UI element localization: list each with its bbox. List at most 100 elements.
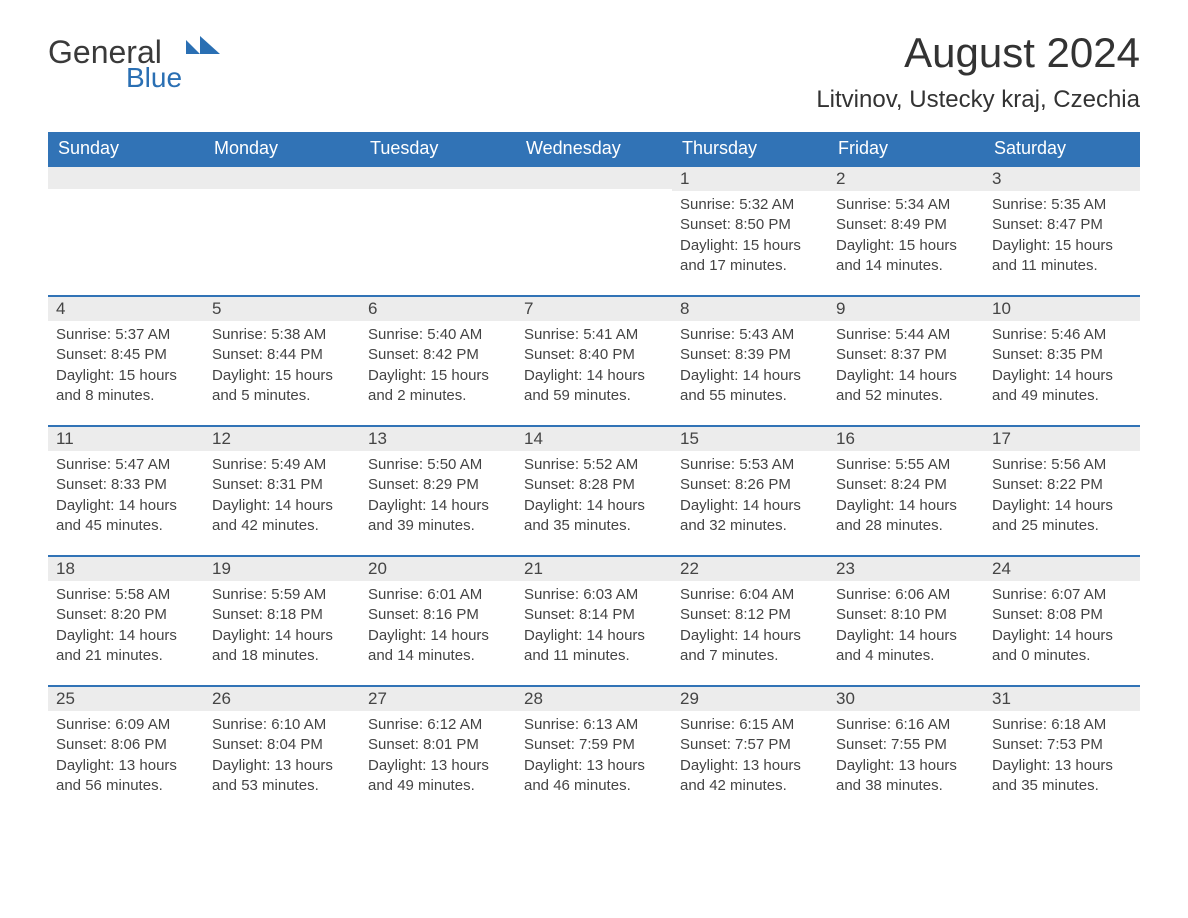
- sunset-text: Sunset: 8:49 PM: [836, 215, 976, 235]
- sunrise-text: Sunrise: 5:59 AM: [212, 585, 352, 605]
- day-number: 1: [672, 167, 828, 191]
- day-cell: 19Sunrise: 5:59 AMSunset: 8:18 PMDayligh…: [204, 557, 360, 685]
- daylight-text: Daylight: 14 hours and 45 minutes.: [56, 496, 196, 537]
- sunrise-text: Sunrise: 6:10 AM: [212, 715, 352, 735]
- day-cell: 23Sunrise: 6:06 AMSunset: 8:10 PMDayligh…: [828, 557, 984, 685]
- sunset-text: Sunset: 8:12 PM: [680, 605, 820, 625]
- sunrise-text: Sunrise: 6:12 AM: [368, 715, 508, 735]
- day-cell: 16Sunrise: 5:55 AMSunset: 8:24 PMDayligh…: [828, 427, 984, 555]
- sunrise-text: Sunrise: 6:03 AM: [524, 585, 664, 605]
- day-number: 10: [984, 297, 1140, 321]
- sunset-text: Sunset: 8:47 PM: [992, 215, 1132, 235]
- day-cell: [48, 167, 204, 295]
- day-content: Sunrise: 5:52 AMSunset: 8:28 PMDaylight:…: [516, 451, 672, 540]
- sunrise-text: Sunrise: 5:44 AM: [836, 325, 976, 345]
- weekday-header-row: SundayMondayTuesdayWednesdayThursdayFrid…: [48, 132, 1140, 165]
- sunset-text: Sunset: 8:29 PM: [368, 475, 508, 495]
- week-row: 11Sunrise: 5:47 AMSunset: 8:33 PMDayligh…: [48, 425, 1140, 555]
- day-cell: 14Sunrise: 5:52 AMSunset: 8:28 PMDayligh…: [516, 427, 672, 555]
- sunset-text: Sunset: 7:59 PM: [524, 735, 664, 755]
- day-cell: 28Sunrise: 6:13 AMSunset: 7:59 PMDayligh…: [516, 687, 672, 815]
- day-content: Sunrise: 5:50 AMSunset: 8:29 PMDaylight:…: [360, 451, 516, 540]
- daylight-text: Daylight: 14 hours and 59 minutes.: [524, 366, 664, 407]
- daylight-text: Daylight: 14 hours and 55 minutes.: [680, 366, 820, 407]
- day-content: Sunrise: 5:47 AMSunset: 8:33 PMDaylight:…: [48, 451, 204, 540]
- day-content: Sunrise: 6:03 AMSunset: 8:14 PMDaylight:…: [516, 581, 672, 670]
- sunrise-text: Sunrise: 6:18 AM: [992, 715, 1132, 735]
- day-number: 17: [984, 427, 1140, 451]
- day-content: Sunrise: 6:13 AMSunset: 7:59 PMDaylight:…: [516, 711, 672, 800]
- daylight-text: Daylight: 14 hours and 25 minutes.: [992, 496, 1132, 537]
- daylight-text: Daylight: 14 hours and 42 minutes.: [212, 496, 352, 537]
- day-cell: 27Sunrise: 6:12 AMSunset: 8:01 PMDayligh…: [360, 687, 516, 815]
- day-content: Sunrise: 5:49 AMSunset: 8:31 PMDaylight:…: [204, 451, 360, 540]
- sunset-text: Sunset: 8:35 PM: [992, 345, 1132, 365]
- day-content: Sunrise: 6:12 AMSunset: 8:01 PMDaylight:…: [360, 711, 516, 800]
- sunrise-text: Sunrise: 6:01 AM: [368, 585, 508, 605]
- day-number: [360, 167, 516, 189]
- day-content: [516, 189, 672, 279]
- weekday-header: Wednesday: [516, 132, 672, 165]
- sunrise-text: Sunrise: 6:06 AM: [836, 585, 976, 605]
- day-cell: 15Sunrise: 5:53 AMSunset: 8:26 PMDayligh…: [672, 427, 828, 555]
- day-number: 14: [516, 427, 672, 451]
- day-content: Sunrise: 5:53 AMSunset: 8:26 PMDaylight:…: [672, 451, 828, 540]
- sunset-text: Sunset: 8:50 PM: [680, 215, 820, 235]
- sunrise-text: Sunrise: 5:46 AM: [992, 325, 1132, 345]
- daylight-text: Daylight: 14 hours and 35 minutes.: [524, 496, 664, 537]
- sunrise-text: Sunrise: 5:52 AM: [524, 455, 664, 475]
- daylight-text: Daylight: 14 hours and 7 minutes.: [680, 626, 820, 667]
- day-content: Sunrise: 5:55 AMSunset: 8:24 PMDaylight:…: [828, 451, 984, 540]
- weekday-header: Friday: [828, 132, 984, 165]
- sunrise-text: Sunrise: 5:55 AM: [836, 455, 976, 475]
- daylight-text: Daylight: 15 hours and 8 minutes.: [56, 366, 196, 407]
- week-row: 25Sunrise: 6:09 AMSunset: 8:06 PMDayligh…: [48, 685, 1140, 815]
- day-content: Sunrise: 5:43 AMSunset: 8:39 PMDaylight:…: [672, 321, 828, 410]
- logo-flag-icon: [186, 36, 220, 65]
- daylight-text: Daylight: 13 hours and 35 minutes.: [992, 756, 1132, 797]
- day-cell: [204, 167, 360, 295]
- day-number: 29: [672, 687, 828, 711]
- sunset-text: Sunset: 8:20 PM: [56, 605, 196, 625]
- day-cell: 7Sunrise: 5:41 AMSunset: 8:40 PMDaylight…: [516, 297, 672, 425]
- sunset-text: Sunset: 8:14 PM: [524, 605, 664, 625]
- day-number: 31: [984, 687, 1140, 711]
- daylight-text: Daylight: 13 hours and 56 minutes.: [56, 756, 196, 797]
- sunrise-text: Sunrise: 5:32 AM: [680, 195, 820, 215]
- daylight-text: Daylight: 13 hours and 53 minutes.: [212, 756, 352, 797]
- logo-word-2: Blue: [126, 64, 182, 92]
- sunrise-text: Sunrise: 5:53 AM: [680, 455, 820, 475]
- sunset-text: Sunset: 8:01 PM: [368, 735, 508, 755]
- sunset-text: Sunset: 8:22 PM: [992, 475, 1132, 495]
- daylight-text: Daylight: 14 hours and 18 minutes.: [212, 626, 352, 667]
- daylight-text: Daylight: 14 hours and 21 minutes.: [56, 626, 196, 667]
- daylight-text: Daylight: 15 hours and 5 minutes.: [212, 366, 352, 407]
- day-content: Sunrise: 5:58 AMSunset: 8:20 PMDaylight:…: [48, 581, 204, 670]
- daylight-text: Daylight: 13 hours and 42 minutes.: [680, 756, 820, 797]
- day-content: [204, 189, 360, 279]
- day-cell: 5Sunrise: 5:38 AMSunset: 8:44 PMDaylight…: [204, 297, 360, 425]
- day-number: 4: [48, 297, 204, 321]
- day-number: 23: [828, 557, 984, 581]
- day-number: 25: [48, 687, 204, 711]
- day-content: Sunrise: 5:35 AMSunset: 8:47 PMDaylight:…: [984, 191, 1140, 280]
- daylight-text: Daylight: 14 hours and 4 minutes.: [836, 626, 976, 667]
- week-row: 1 Sunrise: 5:32 AMSunset: 8:50 PM Daylight…: [48, 165, 1140, 295]
- day-number: 6: [360, 297, 516, 321]
- day-cell: 12Sunrise: 5:49 AMSunset: 8:31 PMDayligh…: [204, 427, 360, 555]
- weekday-header: Monday: [204, 132, 360, 165]
- sunrise-text: Sunrise: 5:58 AM: [56, 585, 196, 605]
- weeks-container: 1 Sunrise: 5:32 AMSunset: 8:50 PM Daylight…: [48, 165, 1140, 815]
- sunset-text: Sunset: 8:45 PM: [56, 345, 196, 365]
- day-content: Sunrise: 6:07 AMSunset: 8:08 PMDaylight:…: [984, 581, 1140, 670]
- day-cell: 18Sunrise: 5:58 AMSunset: 8:20 PMDayligh…: [48, 557, 204, 685]
- month-title: August 2024: [816, 30, 1140, 76]
- week-row: 18Sunrise: 5:58 AMSunset: 8:20 PMDayligh…: [48, 555, 1140, 685]
- sunset-text: Sunset: 8:16 PM: [368, 605, 508, 625]
- daylight-text: Daylight: 15 hours and 11 minutes.: [992, 236, 1132, 277]
- day-number: 19: [204, 557, 360, 581]
- weekday-header: Saturday: [984, 132, 1140, 165]
- daylight-text: Daylight: 14 hours and 52 minutes.: [836, 366, 976, 407]
- sunrise-text: Sunrise: 5:50 AM: [368, 455, 508, 475]
- sunset-text: Sunset: 8:33 PM: [56, 475, 196, 495]
